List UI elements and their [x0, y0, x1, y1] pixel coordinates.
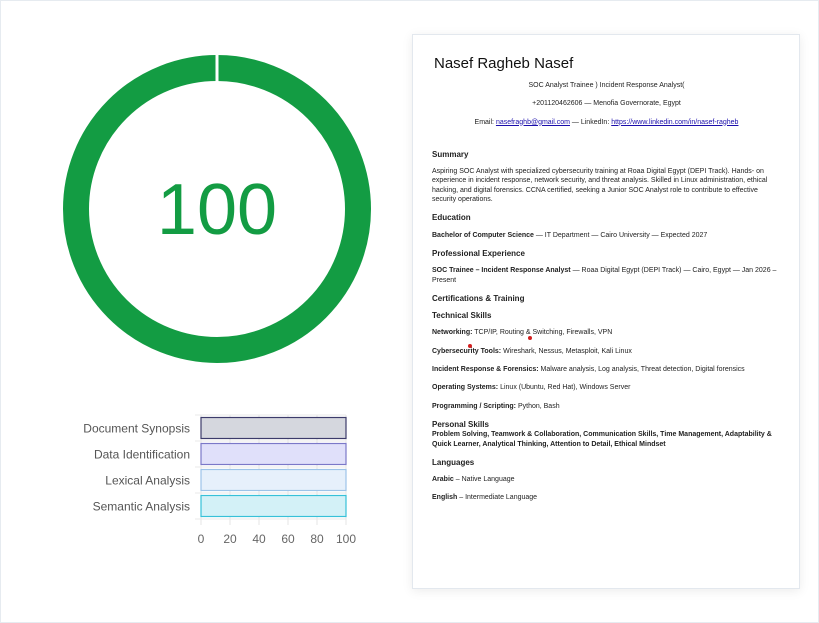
language-item: Arabic – Native Language [432, 476, 515, 484]
x-tick-label: 100 [336, 532, 356, 546]
experience-heading: Professional Experience [432, 248, 525, 258]
bar [200, 494, 347, 518]
red-marker [468, 344, 472, 348]
x-tick-label: 20 [223, 532, 237, 546]
linkedin-label: — LinkedIn: [569, 118, 612, 126]
red-marker [528, 336, 532, 340]
education-heading: Education [432, 213, 471, 223]
resume-name: Nasef Ragheb Nasef [434, 55, 574, 72]
skill-item: Networking: TCP/IP, Routing & Switching,… [432, 329, 613, 337]
personal-skills-heading: Personal Skills [432, 419, 489, 429]
x-tick-label: 0 [198, 532, 205, 546]
skill-item: Incident Response & Forensics: Malware a… [432, 366, 745, 374]
skill-item: Cybersecurity Tools: Wireshark, Nessus, … [432, 347, 632, 355]
education-item: Bachelor of Computer Science — IT Depart… [432, 231, 708, 239]
category-label: Lexical Analysis [105, 474, 190, 488]
resume-contact: +201120462606 — Menofia Governorate, Egy… [532, 100, 681, 108]
resume-document: Nasef Ragheb Nasef SOC Analyst Trainee )… [412, 34, 800, 589]
category-label: Semantic Analysis [93, 500, 190, 514]
x-tick-label: 40 [252, 532, 266, 546]
linkedin-link[interactable]: https://www.linkedin.com/in/nasef-ragheb [611, 118, 739, 126]
score-value: 100 [157, 170, 277, 250]
certifications-heading: Certifications & Training [432, 293, 525, 303]
email-label: Email: [474, 118, 496, 126]
languages-heading: Languages [432, 457, 475, 467]
category-label: Data Identification [94, 448, 190, 462]
language-item: English – Intermediate Language [432, 494, 538, 502]
category-label: Document Synopsis [83, 422, 190, 436]
summary-text: Aspiring SOC Analyst with specialized cy… [432, 168, 768, 204]
technical-skills-heading: Technical Skills [432, 311, 492, 321]
resume-links: Email: nasefraghb@gmail.com — LinkedIn: … [432, 118, 781, 127]
personal-skills: Problem Solving, Teamwork & Collaboratio… [432, 431, 772, 448]
email-link[interactable]: nasefraghb@gmail.com [495, 118, 570, 126]
experience-item: SOC Trainee – Incident Response Analyst … [432, 267, 777, 284]
bar [200, 468, 347, 492]
skill-item: Programming / Scripting: Python, Bash [432, 402, 560, 410]
summary-heading: Summary [432, 149, 469, 159]
score-donut: 100 [63, 52, 371, 363]
bar [200, 442, 347, 466]
x-tick-label: 60 [281, 532, 295, 546]
bar [200, 416, 347, 440]
resume-title: SOC Analyst Trainee ) Incident Response … [528, 82, 685, 89]
skill-item: Operating Systems: Linux (Ubuntu, Red Ha… [432, 384, 631, 392]
analysis-bar-chart: 0 20 40 60 80 100 Document Synopsis Data Identi… [83, 414, 356, 546]
x-tick-label: 80 [310, 532, 324, 546]
